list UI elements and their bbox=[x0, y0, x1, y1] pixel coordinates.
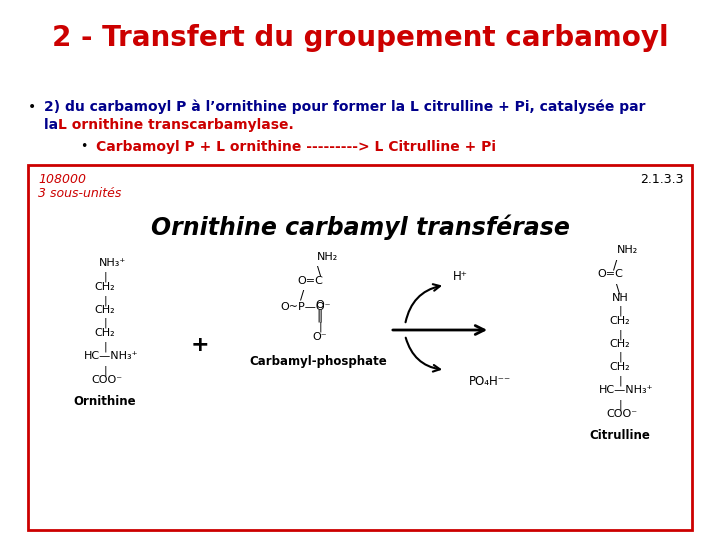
Text: HC—NH₃⁺: HC—NH₃⁺ bbox=[599, 385, 653, 395]
Text: CH₂: CH₂ bbox=[610, 316, 630, 326]
Text: |: | bbox=[618, 329, 622, 340]
Text: |: | bbox=[618, 375, 622, 386]
Text: 3 sous-unités: 3 sous-unités bbox=[38, 187, 122, 200]
Text: CH₂: CH₂ bbox=[95, 305, 115, 315]
Text: +: + bbox=[191, 335, 210, 355]
Text: /: / bbox=[613, 258, 617, 271]
Text: 108000: 108000 bbox=[38, 173, 86, 186]
Text: Ornithine carbamyl transférase: Ornithine carbamyl transférase bbox=[150, 215, 570, 240]
Text: O=C: O=C bbox=[597, 269, 623, 279]
Text: 2 - Transfert du groupement carbamoyl: 2 - Transfert du groupement carbamoyl bbox=[52, 24, 668, 52]
Text: •: • bbox=[80, 140, 87, 153]
Text: \: \ bbox=[317, 265, 321, 278]
Text: H⁺: H⁺ bbox=[453, 270, 467, 283]
Text: |: | bbox=[618, 306, 622, 316]
Text: L ornithine transcarbamylase.: L ornithine transcarbamylase. bbox=[58, 118, 294, 132]
Text: |: | bbox=[103, 295, 107, 306]
Text: |: | bbox=[318, 322, 322, 333]
Text: |: | bbox=[103, 341, 107, 352]
Text: CH₂: CH₂ bbox=[95, 282, 115, 292]
Text: 2.1.3.3: 2.1.3.3 bbox=[641, 173, 684, 186]
Text: Ornithine: Ornithine bbox=[73, 395, 136, 408]
Text: COO⁻: COO⁻ bbox=[606, 409, 638, 419]
Text: Carbamyl-phosphate: Carbamyl-phosphate bbox=[249, 355, 387, 368]
FancyArrowPatch shape bbox=[405, 338, 440, 372]
Text: 2) du carbamoyl P à l’ornithine pour former la L citrulline + Pi, catalysée par: 2) du carbamoyl P à l’ornithine pour for… bbox=[44, 100, 646, 114]
Text: Carbamoyl P + L ornithine ---------> L Citrulline + Pi: Carbamoyl P + L ornithine ---------> L C… bbox=[96, 140, 496, 154]
Text: O⁻: O⁻ bbox=[312, 332, 328, 342]
Text: \: \ bbox=[616, 282, 620, 295]
Text: |: | bbox=[618, 352, 622, 362]
Text: HC—NH₃⁺: HC—NH₃⁺ bbox=[84, 351, 138, 361]
Text: |: | bbox=[103, 318, 107, 328]
Text: CH₂: CH₂ bbox=[610, 339, 630, 349]
Text: /: / bbox=[300, 289, 304, 302]
Text: |: | bbox=[103, 365, 107, 375]
Text: COO⁻: COO⁻ bbox=[91, 375, 122, 385]
Text: Citrulline: Citrulline bbox=[590, 429, 650, 442]
Text: •: • bbox=[28, 100, 36, 114]
Text: la: la bbox=[44, 118, 63, 132]
Text: |: | bbox=[618, 399, 622, 409]
Text: ‖: ‖ bbox=[317, 310, 323, 323]
Text: CH₂: CH₂ bbox=[95, 328, 115, 338]
Text: |: | bbox=[103, 272, 107, 282]
FancyArrowPatch shape bbox=[405, 284, 440, 322]
Text: NH₂: NH₂ bbox=[318, 252, 338, 262]
Polygon shape bbox=[28, 165, 692, 530]
Text: PO₄H⁻⁻: PO₄H⁻⁻ bbox=[469, 375, 511, 388]
Text: O~P—O⁻: O~P—O⁻ bbox=[281, 302, 331, 312]
Text: NH₂: NH₂ bbox=[617, 245, 639, 255]
Text: O=C: O=C bbox=[297, 276, 323, 286]
Text: NH₃⁺: NH₃⁺ bbox=[99, 258, 127, 268]
Text: NH: NH bbox=[611, 293, 629, 303]
Text: CH₂: CH₂ bbox=[610, 362, 630, 372]
Text: O: O bbox=[315, 300, 325, 310]
